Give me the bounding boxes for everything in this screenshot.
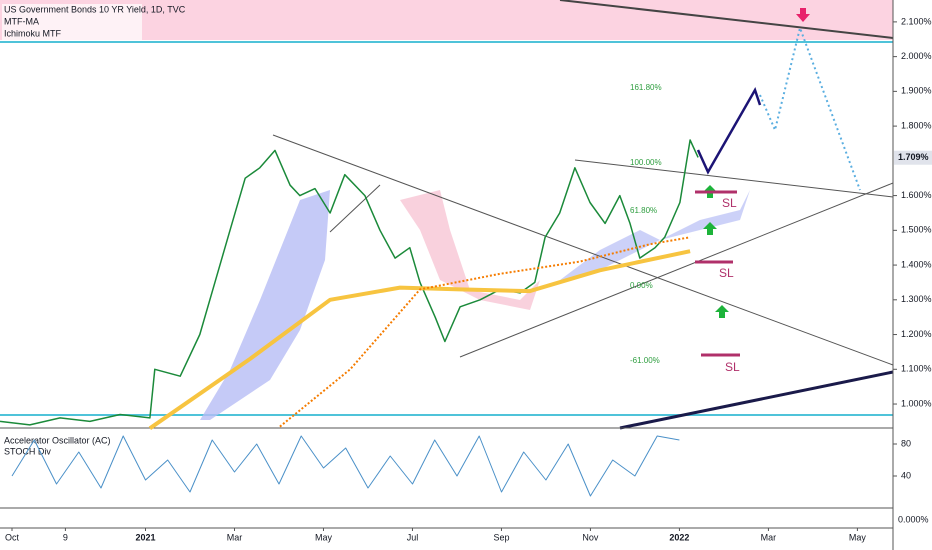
y-tick-label: 1.900% — [901, 86, 932, 96]
y-tick-label: 1.600% — [901, 190, 932, 200]
fib-label: 61.80% — [630, 206, 657, 215]
x-tick-label: 9 — [63, 532, 68, 542]
sl-label: SL — [719, 266, 734, 280]
cloud — [560, 190, 750, 280]
y-tick-label: 1.400% — [901, 259, 932, 269]
indicator: MTF-MA — [4, 16, 39, 26]
indicator: Accelerator Oscillator (AC) — [4, 435, 111, 445]
x-tick-label: Jul — [407, 532, 419, 542]
x-tick-label: Oct — [5, 532, 20, 542]
y-tick-label: 80 — [901, 438, 911, 448]
y-tick-label: 1.100% — [901, 364, 932, 374]
x-tick-label: Nov — [582, 532, 599, 542]
x-tick-label: 2022 — [669, 532, 689, 542]
trend-line — [559, 0, 894, 39]
y-tick-label: 1.000% — [901, 398, 932, 408]
y-tick-label: 1.300% — [901, 294, 932, 304]
sl-label: SL — [722, 196, 737, 210]
series-line — [148, 249, 691, 430]
fib-label: 100.00% — [630, 158, 662, 167]
legend-bg — [2, 4, 142, 40]
indicator: Ichimoku MTF — [4, 28, 62, 38]
y-tick-label: 2.100% — [901, 16, 932, 26]
projection — [696, 86, 762, 175]
y-tick-label: 1.800% — [901, 120, 932, 130]
last-price-box — [894, 150, 932, 165]
series-line — [11, 435, 680, 497]
x-tick-label: 2021 — [135, 532, 155, 542]
fib-label: 0.00% — [630, 281, 653, 290]
cloud — [400, 190, 540, 310]
trend-lines — [272, 134, 894, 366]
last-price-label: 1.709% — [898, 152, 929, 162]
x-tick-label: Mar — [227, 532, 243, 542]
x-tick-label: May — [849, 532, 867, 542]
y-tick-label: 1.200% — [901, 329, 932, 339]
sl-label: SL — [725, 360, 740, 374]
stop-lines — [695, 190, 740, 357]
fib-label: 161.80% — [630, 83, 662, 92]
y-tick-label: 1.500% — [901, 225, 932, 235]
chart-title: US Government Bonds 10 YR Yield, 1D, TVC — [4, 4, 186, 14]
trend-line — [619, 370, 894, 430]
x-tick-label: Sep — [493, 532, 509, 542]
series-line — [0, 139, 699, 426]
zone — [0, 0, 893, 40]
arrow — [796, 8, 810, 22]
projection — [759, 24, 861, 191]
cloud — [200, 190, 330, 420]
fib-label: -61.00% — [630, 356, 660, 365]
y-tick-label: 2.000% — [901, 51, 932, 61]
x-tick-label: May — [315, 532, 333, 542]
x-tick-label: Mar — [761, 532, 777, 542]
y-tick-label: 0.000% — [898, 514, 929, 524]
y-tick-label: 40 — [901, 470, 911, 480]
